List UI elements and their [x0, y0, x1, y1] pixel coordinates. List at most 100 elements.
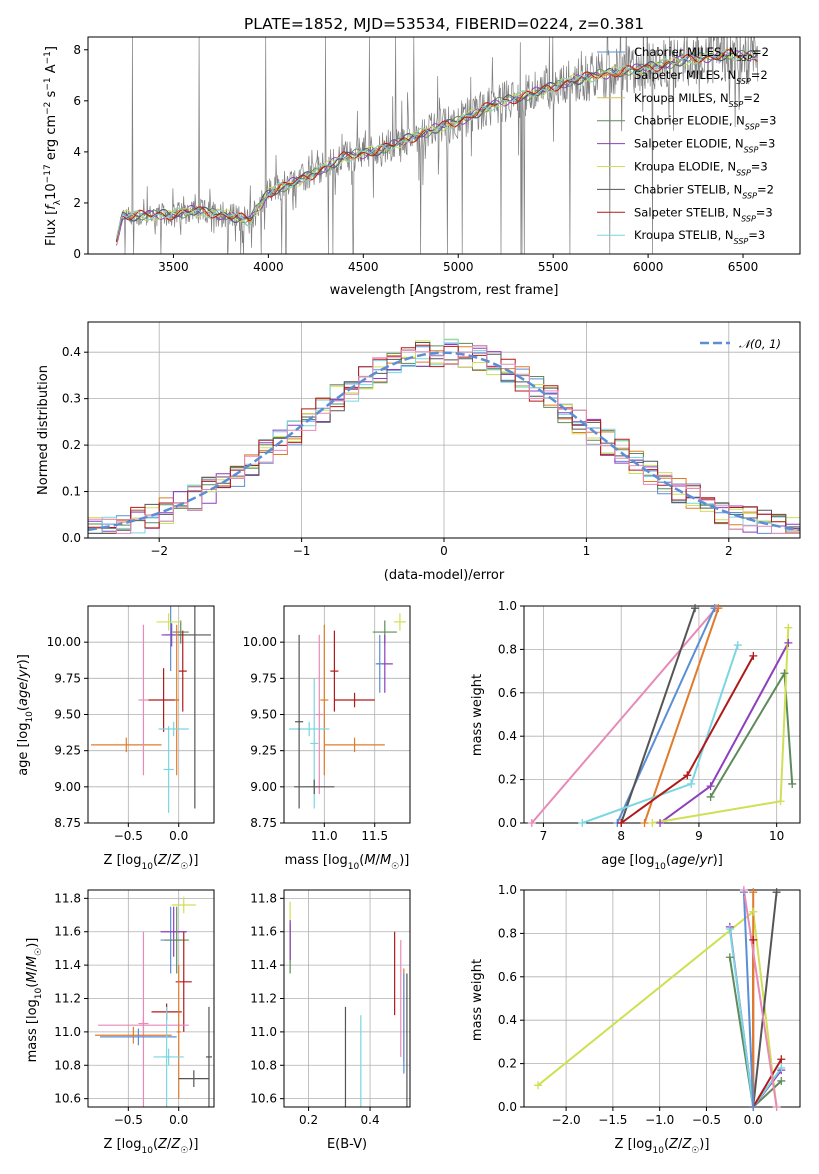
weight-marker	[640, 819, 649, 827]
y-tick-label: 0.8	[498, 926, 517, 940]
y-tick-label: 8.75	[250, 816, 277, 830]
y-tick-label: 11.4	[54, 958, 81, 972]
weight-marker	[656, 819, 665, 827]
y-tick-label: 9.50	[54, 708, 81, 722]
y-tick-label: 10.00	[47, 635, 81, 649]
x-tick-label: 0.0	[744, 1113, 763, 1127]
y-tick-label: 10.00	[243, 635, 277, 649]
legend-label: Chabrier ELODIE, NSSP=3	[634, 114, 776, 132]
x-tick-label: 11.0	[311, 829, 338, 843]
y-tick-label: 11.0	[54, 1025, 81, 1039]
y-tick-label: 6	[73, 94, 81, 108]
y-tick-label: 0.4	[498, 729, 517, 743]
weight-marker	[749, 1103, 758, 1111]
y-tick-label: 0.3	[62, 392, 81, 406]
y-tick-label: 4	[73, 145, 81, 159]
y-tick-label: 1.0	[498, 599, 517, 613]
y-axis-label: Normed distribution	[36, 365, 51, 495]
weight-marker	[749, 651, 758, 660]
weight-line-6	[752, 892, 778, 1107]
y-axis-label: mass [log10(M/M☉)]	[25, 938, 44, 1063]
spectrum-data-line	[116, 37, 759, 254]
weight-marker	[777, 1055, 786, 1064]
x-tick-label: −1	[293, 544, 311, 558]
legend: Chabrier MILES, NSSP=2 Salpeter MILES, NS…	[597, 45, 776, 246]
weight-marker	[683, 771, 692, 780]
x-tick-label: 2	[725, 544, 733, 558]
weight-marker	[784, 623, 793, 632]
weight-line-3	[643, 607, 720, 823]
y-tick-label: 0.8	[498, 642, 517, 656]
weight-marker	[772, 1103, 781, 1111]
axes-frame	[283, 889, 411, 1108]
x-axis-label: E(B-V)	[327, 1137, 367, 1152]
axes-frame	[87, 605, 215, 824]
x-tick-label: 9	[695, 829, 703, 843]
y-tick-label: 11.2	[250, 992, 277, 1006]
y-tick-label: 9.50	[250, 708, 277, 722]
axes-frame	[87, 321, 801, 539]
plot-area	[289, 901, 408, 1107]
y-tick-label: 2	[73, 196, 81, 210]
x-tick-label: −2.0	[552, 1113, 581, 1127]
weight-marker	[578, 819, 587, 827]
weight-marker	[780, 669, 789, 678]
y-tick-label: 0.6	[498, 970, 517, 984]
x-axis-label: Z [log10(Z/Z☉)]	[615, 1137, 710, 1156]
x-tick-label: −1.0	[645, 1113, 674, 1127]
y-tick-label: 11.6	[54, 925, 81, 939]
y-tick-label: 10.6	[250, 1092, 277, 1106]
y-tick-label: 11.2	[54, 992, 81, 1006]
x-tick-label: 0.0	[169, 829, 188, 843]
weight-marker	[687, 779, 696, 788]
series-line-9	[116, 49, 758, 239]
x-axis-label: Z [log10(Z/Z☉)]	[104, 853, 199, 872]
histogram-step-9	[88, 345, 800, 534]
x-axis-label: wavelength [Angstrom, rest frame]	[330, 283, 559, 298]
y-tick-label: 9.00	[54, 780, 81, 794]
y-tick-label: 9.00	[250, 780, 277, 794]
weight-marker	[527, 819, 536, 827]
y-tick-label: 0.4	[62, 345, 81, 359]
x-axis-label: (data-model)/error	[384, 568, 505, 583]
x-tick-label: 0.4	[361, 1113, 380, 1127]
weight-marker	[749, 907, 758, 916]
x-tick-label: 10	[769, 829, 784, 843]
plot-residuals: −2 −1 0 1 2 0.0 0.1 0.2 0.3 0.4 𝒩(0, 1) (data-model…	[36, 321, 801, 583]
x-tick-label: 6000	[633, 260, 664, 274]
plot-area	[88, 338, 800, 534]
plot-area	[116, 37, 759, 254]
figure-title: PLATE=1852, MJD=53534, FIBERID=0224, z=0…	[244, 15, 644, 33]
y-axis-label: Flux [fλ10−17 erg cm−2 s−1 A−1]	[43, 46, 63, 246]
x-tick-label: −0.5	[692, 1113, 721, 1127]
legend-label: Kroupa STELIB, NSSP=3	[634, 228, 765, 246]
x-tick-label: −0.5	[114, 1113, 143, 1127]
legend-label: Kroupa ELODIE, NSSP=3	[634, 160, 768, 178]
y-tick-label: 11.8	[250, 891, 277, 905]
y-tick-label: 10.8	[250, 1058, 277, 1072]
weight-marker	[749, 888, 758, 897]
weight-marker	[617, 819, 626, 827]
x-axis-label: mass [log10(M/M☉)]	[285, 853, 410, 872]
y-tick-label: 11.6	[250, 925, 277, 939]
weight-marker	[725, 953, 734, 962]
y-tick-label: 11.8	[54, 891, 81, 905]
normal-curve	[88, 351, 800, 532]
y-axis-label: mass weight	[470, 674, 485, 756]
y-tick-label: 0	[73, 247, 81, 261]
legend-label: Salpeter ELODIE, NSSP=3	[634, 137, 775, 155]
y-tick-label: 8	[73, 43, 81, 57]
y-tick-label: 0.0	[62, 531, 81, 545]
weight-marker	[784, 638, 793, 647]
x-tick-label: 4500	[348, 260, 379, 274]
legend-label: Kroupa MILES, NSSP=2	[634, 91, 760, 109]
weight-marker	[739, 886, 748, 894]
weight-line-8	[742, 892, 755, 1107]
y-tick-label: 0.1	[62, 485, 81, 499]
weight-marker	[777, 1076, 786, 1085]
legend-label: Salpeter MILES, NSSP=2	[634, 68, 768, 86]
weight-marker	[777, 1063, 786, 1072]
y-axis-label: age [log10(age/yr)]	[16, 654, 35, 776]
legend-label: 𝒩(0, 1)	[739, 337, 781, 351]
